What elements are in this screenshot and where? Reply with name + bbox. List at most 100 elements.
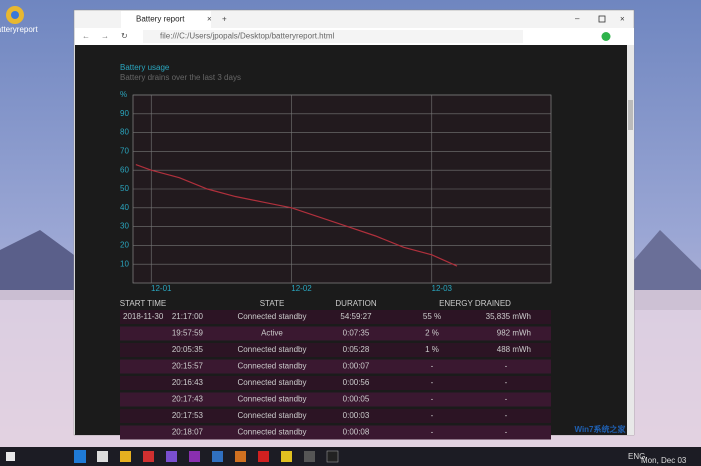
table-row [120, 326, 551, 341]
app-icon[interactable] [189, 451, 200, 462]
duration: 0:00:56 [343, 378, 370, 387]
duration: 54:59:27 [340, 312, 372, 321]
url: file:///C:/Users/jpopals/Desktop/battery… [160, 32, 335, 41]
new-tab[interactable]: + [222, 15, 227, 24]
start-time: 19:57:59 [172, 329, 204, 338]
start-button[interactable] [6, 452, 15, 461]
state: Connected standby [238, 378, 307, 387]
state: Connected standby [238, 312, 307, 321]
table-row [120, 310, 551, 324]
scrollbar[interactable] [627, 45, 634, 435]
data-line [135, 163, 458, 267]
start-time: 20:15:57 [172, 362, 204, 371]
percent-drained: 2 % [425, 329, 439, 338]
tab-close[interactable]: × [207, 15, 212, 24]
watermark: Win7系统之家 [574, 424, 626, 434]
percent-drained: - [431, 428, 434, 437]
percent-drained: - [431, 378, 434, 387]
column-header: ENERGY DRAINED [439, 299, 511, 308]
y-tick-label: 50 [120, 184, 129, 193]
duration: 0:00:03 [343, 411, 370, 420]
energy-drained: 35,835 mWh [486, 312, 531, 321]
back[interactable]: ← [82, 32, 90, 41]
percent-drained: 1 % [425, 345, 439, 354]
state: Connected standby [238, 395, 307, 404]
app-icon[interactable] [212, 451, 223, 462]
start-time: 20:16:43 [172, 378, 204, 387]
percent-drained: - [431, 411, 434, 420]
y-tick-label: 40 [120, 203, 129, 212]
app-icon[interactable] [326, 450, 339, 463]
battery-table: START TIME STATE DURATION ENERGY DRAINED 201… [120, 299, 551, 440]
y-tick-label: 90 [120, 109, 129, 118]
y-tick-label: 70 [120, 147, 129, 156]
y-tick-label: 30 [120, 222, 129, 231]
report-subtitle: Battery drains over the last 3 days [120, 73, 241, 82]
maximize[interactable] [598, 15, 606, 23]
y-tick-label: % [120, 90, 127, 99]
app-icon[interactable] [258, 451, 269, 462]
close[interactable]: × [620, 15, 625, 24]
column-header: STATE [260, 299, 285, 308]
scroll-thumb[interactable] [628, 100, 633, 130]
tab[interactable] [121, 11, 211, 28]
minimize[interactable]: – [575, 14, 580, 23]
state: Active [261, 329, 283, 338]
duration: 0:00:05 [343, 395, 370, 404]
tab-title: Battery report [136, 15, 185, 24]
app-icon[interactable] [166, 451, 177, 462]
state: Connected standby [238, 345, 307, 354]
x-tick-label: 12-02 [291, 284, 312, 293]
percent-drained: 55 % [423, 312, 441, 321]
duration: 0:07:35 [343, 329, 370, 338]
refresh[interactable]: ↻ [121, 32, 128, 41]
energy-drained: - [505, 428, 508, 437]
start-time: 20:05:35 [172, 345, 204, 354]
percent-drained: - [431, 395, 434, 404]
y-tick-label: 10 [120, 259, 129, 268]
taskbar-apps [74, 450, 339, 463]
y-tick-label: 80 [120, 128, 129, 137]
table-row [120, 409, 551, 423]
energy-drained: 982 mWh [497, 329, 531, 338]
table-row [120, 376, 551, 390]
energy-drained: 488 mWh [497, 345, 531, 354]
app-icon[interactable] [281, 451, 292, 462]
chart: 10 20 30 40 50 60 70 80 90% 12-01 12-02 12-03 [120, 90, 551, 293]
report-title: Battery usage [120, 63, 170, 72]
table-row [120, 343, 551, 357]
energy-drained: - [505, 411, 508, 420]
start-date: 2018-11-30 [123, 312, 164, 321]
duration: 0:00:07 [343, 362, 370, 371]
app-icon[interactable] [120, 451, 131, 462]
energy-drained: - [505, 362, 508, 371]
start-time: 20:17:53 [172, 411, 204, 420]
state: Connected standby [238, 362, 307, 371]
app-icon[interactable] [97, 451, 108, 462]
duration: 0:00:08 [343, 428, 370, 437]
app-icon[interactable] [235, 451, 246, 462]
clock-date: Mon, Dec 03 [641, 456, 687, 465]
energy-drained: - [505, 378, 508, 387]
desktop-icon-label: batteryreport [0, 25, 38, 34]
app-icon[interactable] [74, 450, 86, 463]
address-bar[interactable] [143, 30, 523, 43]
energy-drained: - [505, 395, 508, 404]
mountain [0, 230, 74, 300]
app-icon[interactable] [143, 451, 154, 462]
desktop-icon-center [11, 11, 19, 19]
language: ENG [628, 452, 645, 461]
table-row [120, 425, 551, 440]
table-row [120, 392, 551, 407]
extension-icon[interactable] [601, 32, 611, 41]
start-time: 21:17:00 [172, 312, 204, 321]
app-icon[interactable] [304, 451, 315, 462]
start-time: 20:18:07 [172, 428, 204, 437]
table-row [120, 359, 551, 374]
column-header: START TIME [120, 299, 167, 308]
forward[interactable]: → [101, 32, 109, 41]
y-tick-label: 20 [120, 241, 129, 250]
y-tick-label: 60 [120, 165, 129, 174]
